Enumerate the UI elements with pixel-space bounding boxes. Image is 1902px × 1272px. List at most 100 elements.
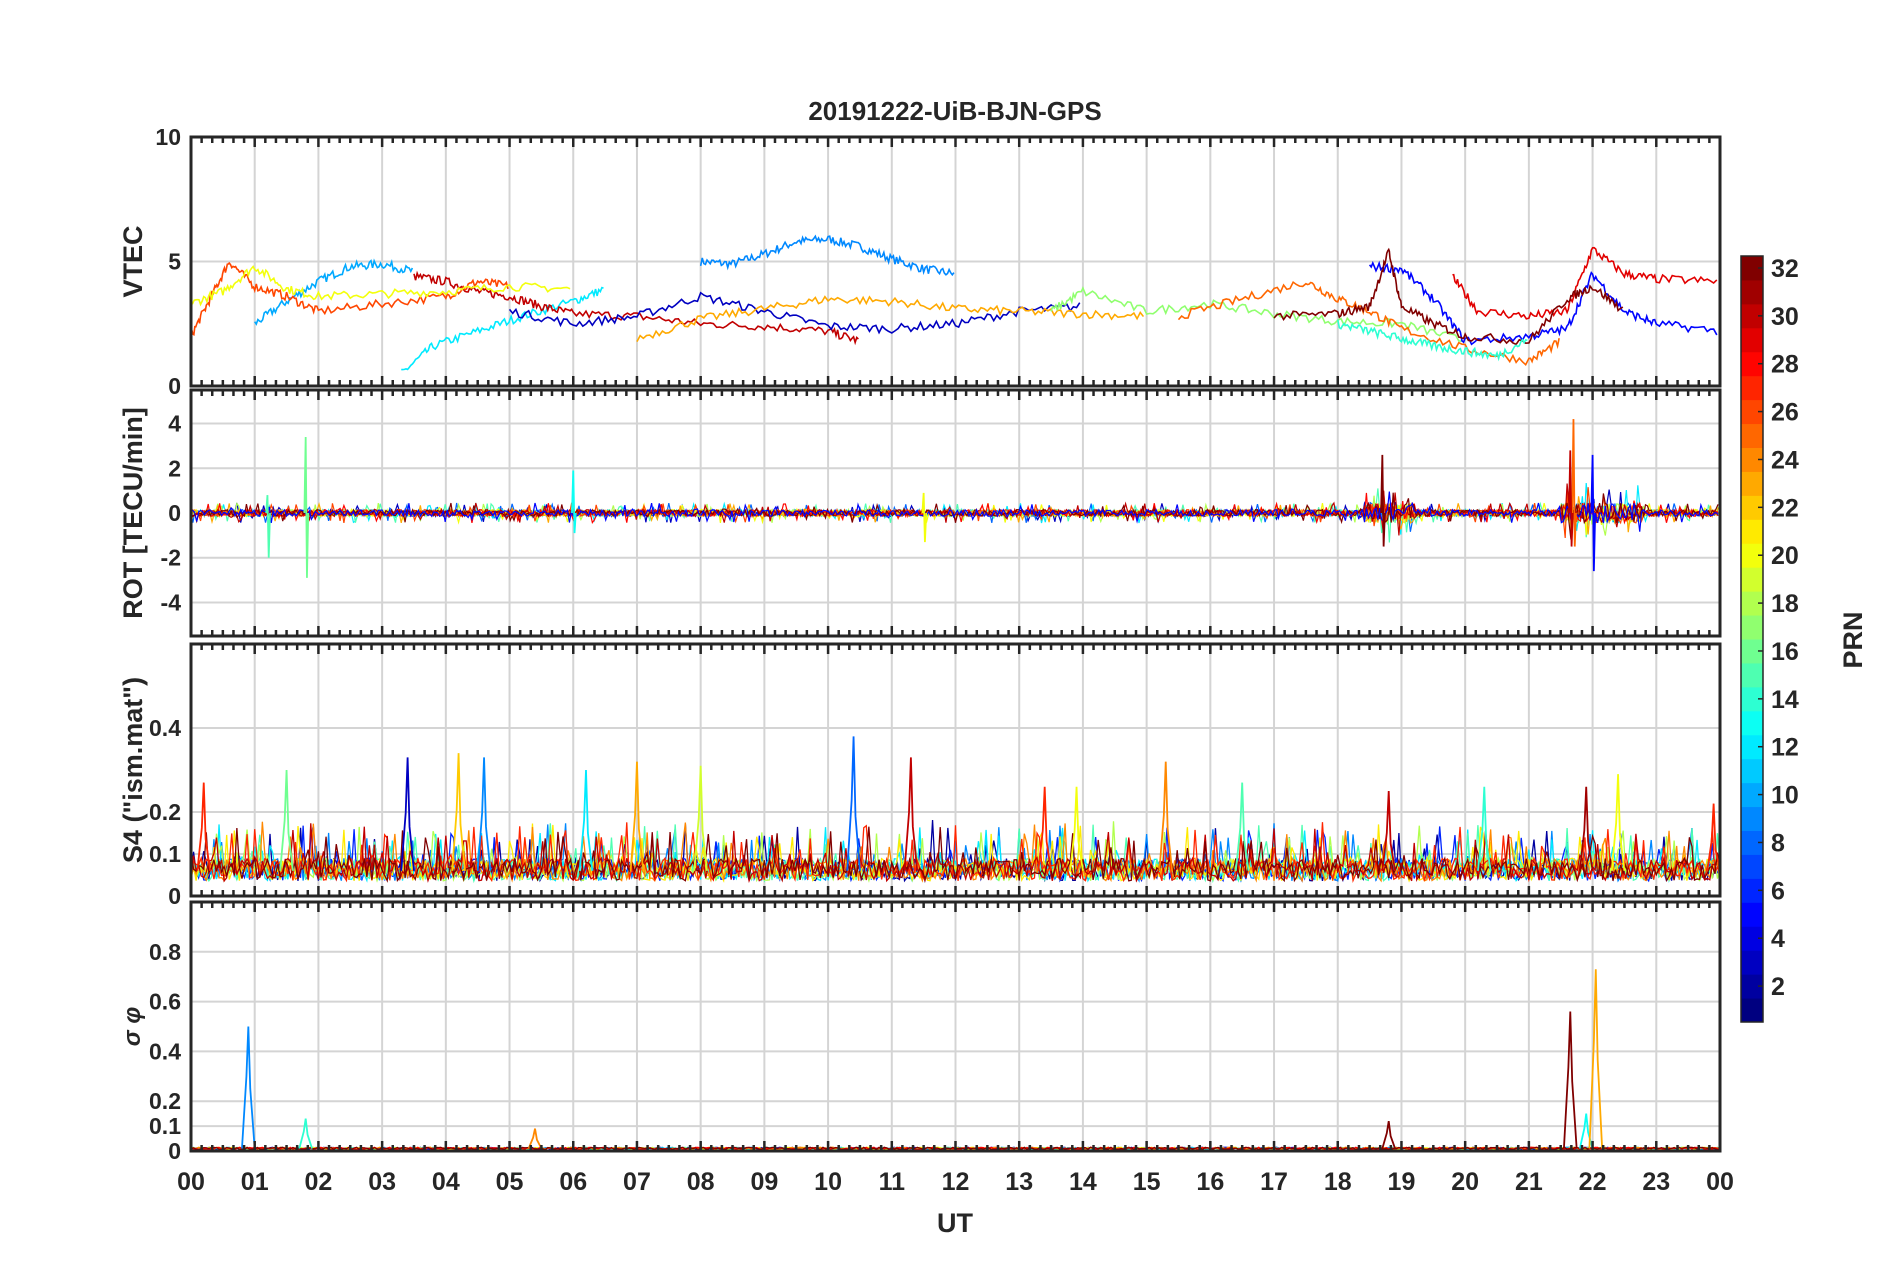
series-line-prn-26 xyxy=(191,261,509,337)
x-axis-label: UT xyxy=(937,1208,973,1238)
y-tick-label: 0 xyxy=(168,883,181,909)
colorbar-tick-label: 30 xyxy=(1771,303,1799,331)
colorbar-swatch xyxy=(1741,758,1763,784)
y-axis-label: σ φ xyxy=(119,1007,146,1047)
y-tick-label: 10 xyxy=(155,124,181,150)
series-line-prn-9 xyxy=(699,234,955,277)
x-tick-label: 14 xyxy=(1069,1168,1097,1196)
series-line-prn-20 xyxy=(191,265,571,307)
y-tick-label: 0 xyxy=(168,500,181,526)
colorbar-tick-label: 14 xyxy=(1771,686,1799,714)
colorbar-swatch xyxy=(1741,710,1763,736)
x-tick-label: 00 xyxy=(177,1168,205,1196)
y-tick-label: 0.6 xyxy=(149,989,181,1015)
x-tick-label: 17 xyxy=(1260,1168,1288,1196)
series-line-prn-20 xyxy=(1069,786,1084,871)
y-tick-label: 4 xyxy=(168,411,181,437)
panel-vtec: 0 5 10 VTEC xyxy=(118,124,1722,399)
colorbar-tick-label: 26 xyxy=(1771,399,1799,427)
series-line-prn-27 xyxy=(1037,786,1052,871)
series-line-prn-23 xyxy=(636,295,1145,343)
series-line-prn-14 xyxy=(298,1118,313,1149)
series-line-prn-17 xyxy=(1050,286,1463,342)
y-tick-label: 0.1 xyxy=(149,841,181,867)
x-tick-label: 19 xyxy=(1388,1168,1416,1196)
panel-s4: 0 0.1 0.2 0.4S4 ("ism.mat") xyxy=(118,642,1722,909)
series-line-prn-23 xyxy=(629,761,645,871)
colorbar-swatch xyxy=(1741,734,1763,760)
y-tick-label: 0.4 xyxy=(149,1038,181,1064)
series-line-prn-30 xyxy=(1381,790,1396,871)
y-tick-label: 0 xyxy=(168,1138,181,1164)
colorbar-tick-label: 4 xyxy=(1771,925,1785,953)
series-line-prn-29 xyxy=(1452,246,1718,320)
colorbar-swatch xyxy=(1741,902,1763,927)
colorbar-tick-label: 32 xyxy=(1771,255,1799,283)
colorbar-swatch xyxy=(1741,351,1763,377)
series-line-prn-32 xyxy=(1563,1011,1578,1149)
series-line-prn-5 xyxy=(1590,454,1597,572)
series-line-prn-24 xyxy=(527,1128,543,1149)
colorbar-swatch xyxy=(1741,543,1763,568)
colorbar-swatch xyxy=(1741,279,1763,305)
axes-frame xyxy=(189,900,1722,1153)
y-tick-label: -4 xyxy=(161,589,182,615)
colorbar-tick-label: 8 xyxy=(1771,829,1785,857)
x-tick-label: 03 xyxy=(368,1168,396,1196)
colorbar-swatch xyxy=(1741,854,1763,879)
series-line-prn-32 xyxy=(1381,1120,1396,1149)
series-line-prn-25 xyxy=(1177,280,1560,367)
series-line-prn-5 xyxy=(1368,260,1718,346)
panel-sigma_phi: 00.10.2 0.4 0.6 0.8 σ φ xyxy=(119,900,1722,1164)
series-line-prn-15 xyxy=(265,495,271,558)
chart-title: 20191222-UiB-BJN-GPS xyxy=(808,96,1101,126)
colorbar-swatch xyxy=(1741,399,1763,425)
series-line-prn-12 xyxy=(401,286,604,371)
x-tick-label: 08 xyxy=(687,1168,715,1196)
axes-frame xyxy=(189,642,1722,898)
x-tick-label: 15 xyxy=(1133,1168,1161,1196)
colorbar-tick-label: 10 xyxy=(1771,782,1799,810)
colorbar-swatch xyxy=(1741,567,1763,592)
colorbar-swatch xyxy=(1741,830,1763,855)
colorbar-swatch xyxy=(1741,686,1763,712)
series-line-prn-30 xyxy=(413,270,859,346)
series-line-prn-20 xyxy=(1610,774,1626,871)
y-tick-label: 0.2 xyxy=(149,1088,181,1114)
series-line-prn-30 xyxy=(903,757,919,871)
y-tick-label: 5 xyxy=(168,249,181,275)
x-tick-label: 21 xyxy=(1515,1168,1543,1196)
series-line-prn-14 xyxy=(1336,319,1528,362)
x-tick-label: 01 xyxy=(241,1168,269,1196)
y-tick-label: 0 xyxy=(168,373,181,399)
series-line-prn-32 xyxy=(191,826,1720,883)
x-tick-label: 07 xyxy=(623,1168,651,1196)
series-line-prn-25 xyxy=(1571,419,1577,547)
series-line-prn-32 xyxy=(1380,454,1386,547)
series-line-prn-32 xyxy=(1273,247,1624,346)
colorbar-swatch xyxy=(1741,926,1763,951)
series-line-prn-13 xyxy=(571,470,577,534)
series-line-prn-3 xyxy=(400,757,415,871)
colorbar-swatch xyxy=(1741,974,1763,999)
x-tick-label: 09 xyxy=(750,1168,778,1196)
colorbar-tick-label: 24 xyxy=(1771,446,1799,474)
series-line-prn-20 xyxy=(921,492,928,543)
colorbar-tick-label: 6 xyxy=(1771,877,1785,905)
series-line-prn-27 xyxy=(191,822,1720,884)
colorbar-swatch xyxy=(1741,782,1763,808)
colorbar-tick-label: 12 xyxy=(1771,734,1799,762)
x-tick-label: 23 xyxy=(1642,1168,1670,1196)
y-axis-label: S4 ("ism.mat") xyxy=(118,677,148,863)
x-tick-label: 11 xyxy=(879,1168,906,1196)
x-tick-label: 05 xyxy=(496,1168,524,1196)
series-line-prn-3 xyxy=(508,291,1081,335)
series-line-prn-12 xyxy=(578,769,594,871)
series-line-prn-30 xyxy=(1568,450,1574,547)
series-line-prn-19 xyxy=(693,765,708,871)
colorbar-swatch xyxy=(1741,615,1763,640)
y-tick-label: 2 xyxy=(168,455,181,481)
colorbar-swatch xyxy=(1741,878,1763,903)
